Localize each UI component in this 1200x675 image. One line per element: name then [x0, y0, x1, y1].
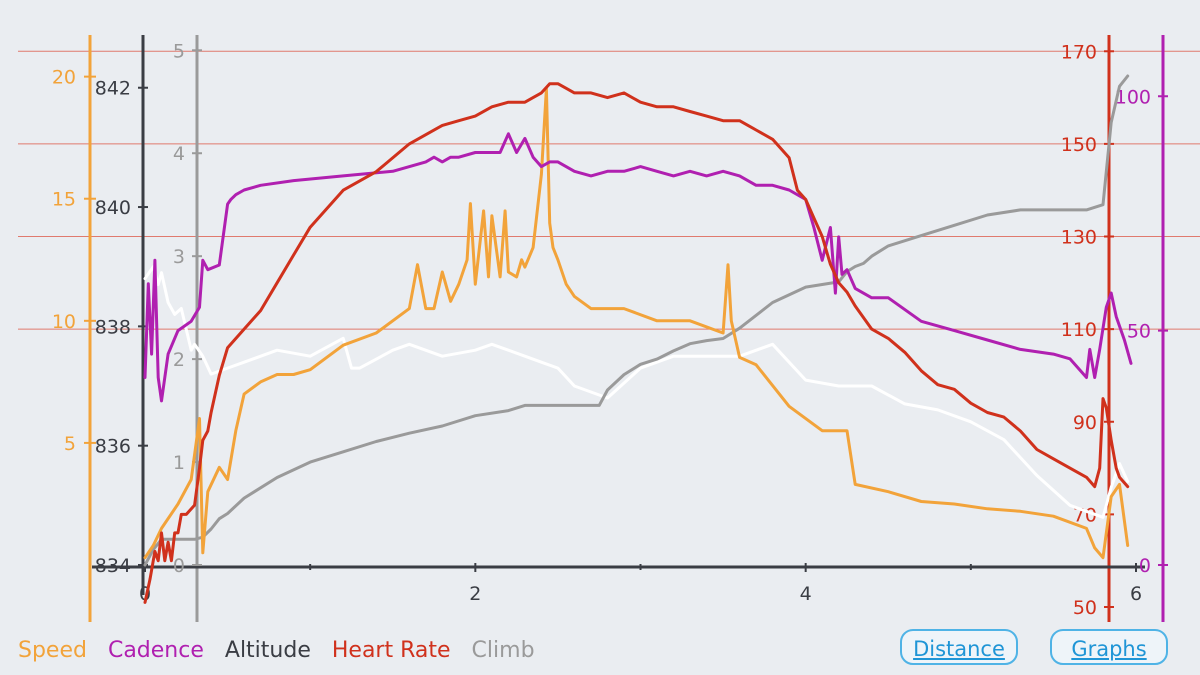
climb-tick-label: 1: [173, 452, 185, 474]
x-tick-label: 4: [800, 583, 812, 605]
heart-rate-tick-label: 110: [1061, 319, 1097, 341]
legend: Speed Cadence Altitude Heart Rate Climb: [18, 638, 549, 663]
climb-tick-label: 5: [173, 40, 185, 62]
altitude-tick-label: 840: [95, 197, 131, 219]
heart-rate-line: [143, 82, 1130, 604]
climb-line: [143, 74, 1130, 567]
climb-tick-label: 2: [173, 349, 185, 371]
speed-tick-label: 5: [64, 433, 76, 455]
x-tick-label: 6: [1130, 583, 1142, 605]
cadence-tick-label: 0: [1139, 555, 1151, 577]
ride-chart: 0 2 4 6510152083483683884084201234550709011…: [18, 35, 1200, 622]
altitude-tick-label: 838: [95, 316, 131, 338]
altitude-tick-label: 842: [95, 78, 131, 100]
altitude-line: [143, 265, 1130, 519]
speed-tick-label: 15: [52, 189, 76, 211]
legend-heart-rate: Heart Rate: [331, 638, 451, 663]
heart-rate-tick-label: 50: [1073, 597, 1097, 619]
climb-tick-label: 0: [173, 555, 185, 577]
legend-speed: Speed: [18, 638, 87, 663]
altitude-tick-label: 834: [95, 555, 131, 577]
speed-line: [143, 87, 1130, 560]
climb-tick-label: 4: [173, 143, 185, 165]
cadence-tick-label: 100: [1115, 86, 1151, 108]
heart-rate-tick-label: 170: [1061, 41, 1097, 63]
speed-tick-label: 10: [52, 311, 76, 333]
cadence-tick-label: 50: [1127, 321, 1151, 343]
heart-rate-tick-label: 90: [1073, 412, 1097, 434]
legend-climb: Climb: [471, 638, 535, 663]
x-tick-label: 2: [469, 583, 481, 605]
speed-tick-label: 20: [52, 67, 76, 89]
climb-tick-label: 3: [173, 246, 185, 268]
legend-cadence: Cadence: [107, 638, 204, 663]
heart-rate-tick-label: 150: [1061, 134, 1097, 156]
altitude-tick-label: 836: [95, 436, 131, 458]
distance-button[interactable]: Distance: [900, 629, 1018, 665]
heart-rate-tick-label: 130: [1061, 227, 1097, 249]
legend-altitude: Altitude: [224, 638, 311, 663]
cadence-line: [143, 132, 1133, 403]
graphs-button[interactable]: Graphs: [1050, 629, 1168, 665]
